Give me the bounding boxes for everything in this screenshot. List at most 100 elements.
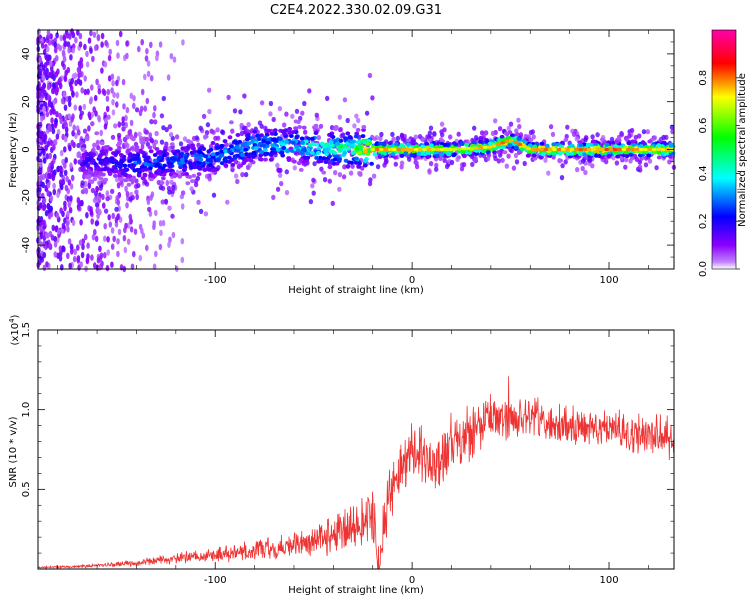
- noise-cell: [79, 261, 83, 268]
- snr-x-tick-label: 100: [599, 575, 618, 586]
- spectrogram-xlabel: Height of straight line (km): [288, 285, 424, 296]
- band-cell: [589, 142, 595, 147]
- noise-cell: [144, 55, 149, 62]
- band-cell: [208, 163, 213, 168]
- band-cell: [305, 147, 311, 152]
- band-cell: [199, 145, 205, 150]
- spectrogram-panel: -100 0 100 -40 -20 0 20 40 Height of straight l…: [8, 28, 677, 296]
- noise-cell: [63, 169, 68, 176]
- ridge-cell: [608, 147, 614, 152]
- band-cell: [258, 153, 264, 158]
- halo-cell: [614, 160, 620, 166]
- colorbar-tick-label: 0.2: [698, 213, 709, 229]
- halo-cell: [120, 121, 126, 127]
- halo-cell: [493, 118, 498, 124]
- halo-cell: [358, 171, 363, 177]
- halo-cell: [504, 163, 509, 169]
- noise-cell: [106, 249, 110, 256]
- band-cell: [98, 171, 103, 175]
- noise-cell: [100, 32, 105, 40]
- noise-cell: [85, 50, 89, 58]
- halo-cell: [233, 173, 239, 179]
- band-cell: [630, 139, 636, 144]
- ridge-cell: [586, 147, 592, 152]
- halo-cell: [647, 158, 653, 164]
- halo-cell: [456, 131, 461, 137]
- halo-cell: [180, 190, 186, 196]
- band-cell: [136, 173, 142, 178]
- band-cell: [325, 142, 331, 147]
- noise-cell: [167, 241, 171, 248]
- band-cell: [600, 137, 605, 142]
- noise-cell: [79, 57, 84, 64]
- noise-cell: [39, 225, 43, 233]
- ridge-cell: [474, 146, 480, 150]
- band-cell: [327, 165, 333, 170]
- halo-cell: [442, 157, 447, 163]
- noise-cell: [40, 115, 44, 122]
- ridge-cell: [465, 146, 471, 151]
- halo-cell: [472, 156, 478, 163]
- noise-cell: [90, 84, 94, 91]
- band-cell: [205, 158, 211, 162]
- band-cell: [331, 161, 337, 166]
- noise-cell: [103, 235, 107, 242]
- band-cell: [272, 150, 278, 155]
- noise-cell: [161, 219, 166, 227]
- noise-cell: [58, 76, 62, 84]
- noise-cell: [66, 252, 70, 259]
- band-cell: [130, 135, 136, 140]
- snr-plot-area: [38, 330, 674, 569]
- halo-cell: [643, 162, 649, 168]
- band-cell: [484, 139, 490, 144]
- halo-cell: [506, 153, 511, 159]
- halo-cell: [168, 132, 174, 138]
- noise-cell: [42, 204, 46, 211]
- noise-cell: [129, 226, 134, 233]
- band-cell: [287, 130, 293, 135]
- halo-cell: [116, 132, 122, 138]
- band-cell: [117, 146, 122, 151]
- band-cell: [177, 174, 183, 179]
- noise-cell: [158, 220, 163, 227]
- halo-cell: [432, 131, 437, 137]
- ridge-cell: [660, 147, 666, 152]
- ridge-cell: [392, 147, 397, 152]
- noise-cell: [59, 149, 64, 157]
- band-cell: [155, 163, 161, 167]
- band-cell: [140, 168, 146, 173]
- band-cell: [232, 139, 238, 144]
- band-cell: [372, 136, 378, 141]
- band-cell: [387, 141, 393, 146]
- band-cell: [310, 136, 315, 141]
- halo-cell: [275, 186, 281, 192]
- band-cell: [596, 154, 602, 158]
- band-cell: [257, 141, 263, 146]
- halo-cell: [322, 177, 328, 183]
- ridge-cell: [422, 147, 428, 152]
- noise-cell: [124, 121, 128, 129]
- band-cell: [155, 150, 161, 155]
- halo-cell: [311, 177, 316, 183]
- noise-cell: [65, 175, 69, 183]
- ridge-cell: [647, 147, 653, 152]
- band-cell: [132, 168, 138, 173]
- halo-cell: [97, 180, 102, 186]
- band-cell: [565, 150, 570, 155]
- noise-cell: [137, 45, 141, 53]
- band-cell: [629, 156, 635, 161]
- halo-cell: [211, 129, 216, 135]
- band-cell: [409, 153, 415, 158]
- halo-cell: [159, 113, 165, 119]
- x-tick-label: 100: [599, 275, 618, 286]
- ridge-cell: [638, 147, 644, 152]
- halo-cell: [395, 135, 401, 141]
- band-cell: [328, 140, 334, 144]
- halo-cell: [93, 190, 99, 196]
- ridge-cell: [621, 147, 627, 152]
- band-cell: [235, 133, 241, 137]
- band-cell: [464, 142, 469, 147]
- band-cell: [507, 130, 513, 135]
- noise-cell: [89, 206, 93, 213]
